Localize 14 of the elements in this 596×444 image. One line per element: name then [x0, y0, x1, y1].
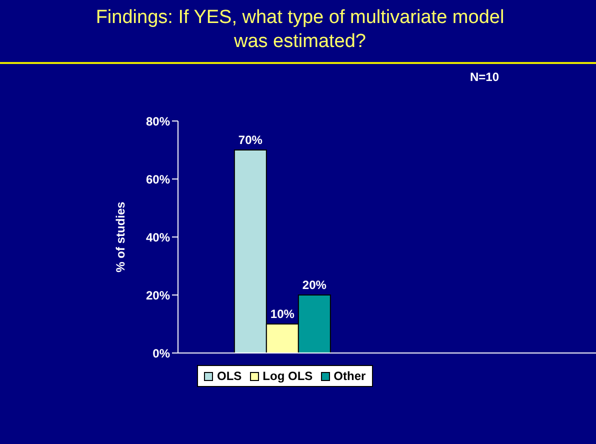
y-axis-title: % of studies: [113, 201, 128, 272]
text: N=10: [470, 70, 500, 84]
chart-title: Findings: If YES, what type of multivariate model was estimated?: [94, 6, 506, 54]
y-tick-label: 0%: [152, 346, 170, 360]
data-label: 70%: [238, 133, 263, 147]
data-label: 10%: [270, 307, 295, 321]
y-tick-label: 40%: [146, 230, 170, 244]
legend-label: Other: [332, 369, 366, 383]
y-tick-label: 60%: [146, 172, 170, 186]
legend-label: Log OLS: [262, 369, 313, 383]
data-label: 20%: [302, 278, 327, 292]
y-tick-label: 20%: [146, 288, 170, 302]
legend-label: OLS: [216, 369, 242, 383]
y-tick-label: 80%: [146, 114, 170, 128]
